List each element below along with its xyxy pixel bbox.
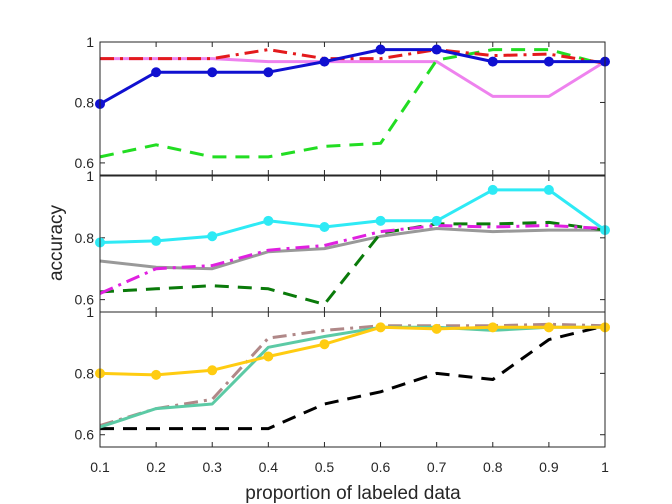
data-point-gold-marker [543, 322, 554, 333]
data-point-blue-marker [487, 56, 498, 67]
data-point-cyan-marker [151, 235, 162, 246]
y-tick-label: 0.6 [75, 155, 95, 171]
series-line-green-dashed [99, 48, 606, 159]
data-point-cyan-marker [431, 215, 442, 226]
data-point-gold-marker [319, 339, 330, 350]
series-line-blue-marker [99, 48, 605, 106]
panel-axes-box [99, 41, 606, 176]
y-axis-label: accuracy [46, 204, 67, 281]
data-point-gold-marker [431, 323, 442, 334]
x-tick-label: 0.7 [427, 459, 447, 475]
panel-plot-area [100, 176, 605, 312]
x-tick-label: 0.5 [315, 459, 335, 475]
y-tick-label: 0.6 [75, 427, 95, 443]
series-line-black-dashed [100, 324, 606, 431]
data-point-cyan-marker [375, 215, 386, 226]
data-point-cyan-marker [543, 184, 554, 195]
data-point-blue-marker [375, 44, 386, 55]
x-tick-label: 0.3 [202, 459, 222, 475]
y-tick-label: 1 [86, 168, 94, 184]
panels: 0.60.810.60.810.60.81 [75, 34, 610, 448]
x-tick-label: 0.1 [90, 459, 110, 475]
data-point-blue-marker [263, 67, 274, 78]
data-point-cyan-marker [207, 231, 218, 242]
series-line-gold-marker [99, 325, 605, 377]
series-line-teal-solid [99, 325, 605, 429]
y-tick-label: 0.8 [75, 94, 95, 110]
panel-plot-area [100, 42, 605, 175]
series-line-magenta-dashdot [99, 224, 606, 295]
data-point-gold-marker [207, 365, 218, 376]
panel-axes-box [99, 311, 606, 448]
y-tick-label: 1 [86, 304, 94, 320]
data-point-cyan-marker [319, 222, 330, 232]
data-point-cyan-marker [263, 215, 274, 226]
data-point-blue-marker [207, 67, 218, 78]
data-point-blue-marker [151, 67, 162, 78]
data-point-gold-marker [263, 351, 274, 362]
series-line-pink-solid [100, 57, 606, 98]
data-point-blue-marker [431, 44, 442, 55]
panel-3: 0.6 0.8 1 [75, 304, 610, 448]
x-tick-label: 1 [601, 459, 609, 475]
series-line-red-dashdot [100, 48, 606, 65]
x-tick-label: 0.2 [146, 459, 166, 475]
data-point-cyan-marker [487, 184, 498, 195]
x-tick-label: 0.8 [483, 459, 503, 475]
y-tick-label: 0.8 [75, 230, 95, 246]
y-tick-label: 0.6 [75, 292, 95, 308]
panel-2: 0.6 0.8 1 [75, 168, 610, 313]
data-point-gold-marker [487, 322, 498, 333]
x-tick-label: 0.6 [371, 459, 391, 475]
x-axis-label: proportion of labeled data [245, 483, 461, 504]
x-axis-ticks: 0.1 0.2 0.3 0.4 0.5 0.6 0.7 0.8 0.9 1 [90, 459, 609, 475]
data-point-gold-marker [375, 322, 386, 333]
x-tick-label: 0.9 [539, 459, 559, 475]
data-point-blue-marker [543, 56, 554, 67]
y-tick-label: 0.8 [75, 365, 95, 381]
panel-1: 0.6 0.8 1 [75, 34, 610, 176]
data-point-gold-marker [151, 369, 162, 380]
x-tick-label: 0.4 [259, 459, 279, 475]
y-tick-label: 1 [86, 34, 94, 50]
data-point-blue-marker [319, 56, 330, 67]
series-line-rosybrown-dashdot [99, 322, 606, 427]
series-line-cyan-marker [99, 188, 606, 244]
